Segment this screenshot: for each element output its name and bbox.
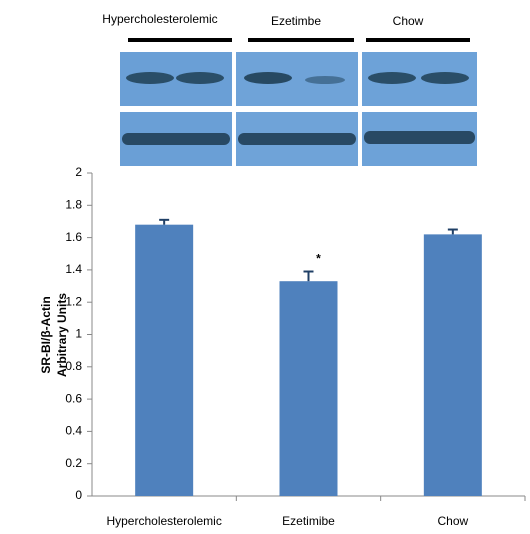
blot-image: Hypercholesterolemic Ezetimbe Chow <box>102 12 477 166</box>
y-tick-label: 0.2 <box>65 456 82 470</box>
figure: Hypercholesterolemic Ezetimbe Chow SR-BI… <box>0 0 530 534</box>
blot-label: Ezetimbe <box>271 14 321 28</box>
y-tick-label: 0.6 <box>65 391 82 405</box>
y-tick-label: 1.4 <box>65 262 82 276</box>
blot-band <box>126 72 174 84</box>
y-tick-label: 2 <box>75 165 82 179</box>
bar <box>280 281 338 496</box>
blot-band <box>238 133 356 145</box>
x-tick-label: Chow <box>437 514 468 528</box>
y-tick-label: 1 <box>75 327 82 341</box>
blot-band <box>421 72 469 84</box>
y-tick-label: 1.2 <box>65 294 82 308</box>
y-tick-label: 0.4 <box>65 424 82 438</box>
y-axis-title-line: SR-BI/β-Actin <box>39 296 53 373</box>
bar <box>135 225 193 496</box>
blot-band <box>176 72 224 84</box>
blot-label: Chow <box>393 14 424 28</box>
error-bar <box>304 272 314 282</box>
x-tick-label: Ezetimibe <box>282 514 335 528</box>
blot-band <box>122 133 230 145</box>
y-tick-label: 1.6 <box>65 230 82 244</box>
y-tick-label: 1.8 <box>65 197 82 211</box>
blot-band <box>244 72 292 84</box>
y-tick-label: 0 <box>75 488 82 502</box>
blot-label: Hypercholesterolemic <box>102 12 217 26</box>
x-tick-label: Hypercholesterolemic <box>106 514 221 528</box>
blot-band <box>305 76 345 84</box>
blot-band <box>364 131 475 144</box>
blot-band <box>368 72 416 84</box>
y-tick-label: 0.8 <box>65 359 82 373</box>
annotation: * <box>316 252 321 266</box>
bar <box>424 234 482 496</box>
error-bar <box>448 230 458 235</box>
error-bar <box>159 220 169 225</box>
